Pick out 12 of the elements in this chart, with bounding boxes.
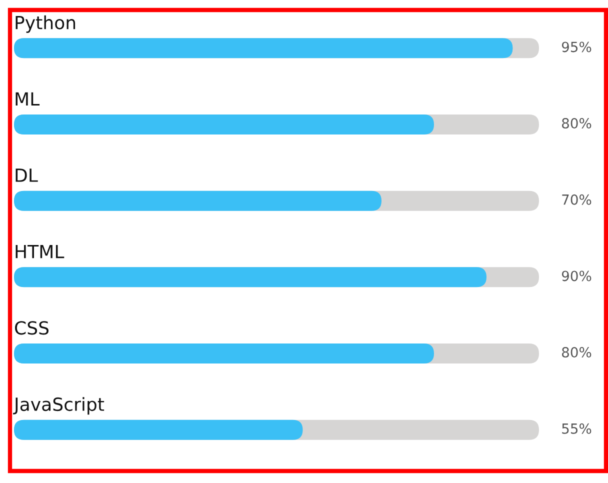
y-tick-label: ML [16,92,40,106]
y-tick-label: DL [16,168,38,182]
data-label: 55% [562,423,592,434]
y-tick-label: HTML [16,244,64,258]
data-label: 95% [562,42,592,52]
y-tick-label: JavaScript [13,397,104,415]
data-label: 90% [562,270,592,282]
data-label: 80% [562,118,592,129]
y-tick-label: Python [16,15,76,33]
data-label: 70% [562,194,592,205]
data-label: 80% [562,347,592,358]
y-tick-label: CSS [15,321,49,335]
